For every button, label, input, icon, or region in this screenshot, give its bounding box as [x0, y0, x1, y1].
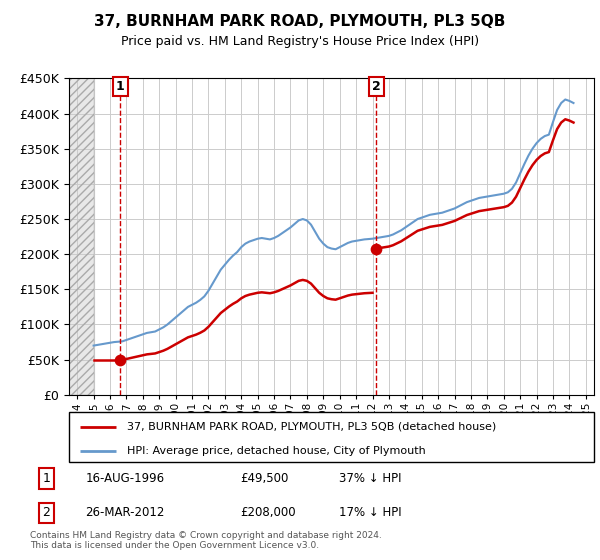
Text: 37, BURNHAM PARK ROAD, PLYMOUTH, PL3 5QB: 37, BURNHAM PARK ROAD, PLYMOUTH, PL3 5QB: [94, 14, 506, 29]
Text: 1: 1: [116, 80, 125, 93]
Text: HPI: Average price, detached house, City of Plymouth: HPI: Average price, detached house, City…: [127, 446, 425, 456]
Bar: [69, 78, 94, 395]
Text: Contains HM Land Registry data © Crown copyright and database right 2024.
This d: Contains HM Land Registry data © Crown c…: [30, 531, 382, 550]
Text: 37% ↓ HPI: 37% ↓ HPI: [339, 472, 401, 485]
Text: 16-AUG-1996: 16-AUG-1996: [85, 472, 164, 485]
Text: 17% ↓ HPI: 17% ↓ HPI: [339, 506, 402, 519]
Text: 1: 1: [43, 472, 50, 485]
Point: [371, 244, 381, 253]
FancyBboxPatch shape: [69, 412, 594, 462]
Text: 2: 2: [372, 80, 380, 93]
Text: £208,000: £208,000: [240, 506, 295, 519]
Bar: [69, 78, 94, 395]
Text: 26-MAR-2012: 26-MAR-2012: [85, 506, 164, 519]
Text: £49,500: £49,500: [240, 472, 288, 485]
Point: [115, 356, 125, 365]
Text: 2: 2: [43, 506, 50, 519]
Text: 37, BURNHAM PARK ROAD, PLYMOUTH, PL3 5QB (detached house): 37, BURNHAM PARK ROAD, PLYMOUTH, PL3 5QB…: [127, 422, 496, 432]
Text: Price paid vs. HM Land Registry's House Price Index (HPI): Price paid vs. HM Land Registry's House …: [121, 35, 479, 48]
